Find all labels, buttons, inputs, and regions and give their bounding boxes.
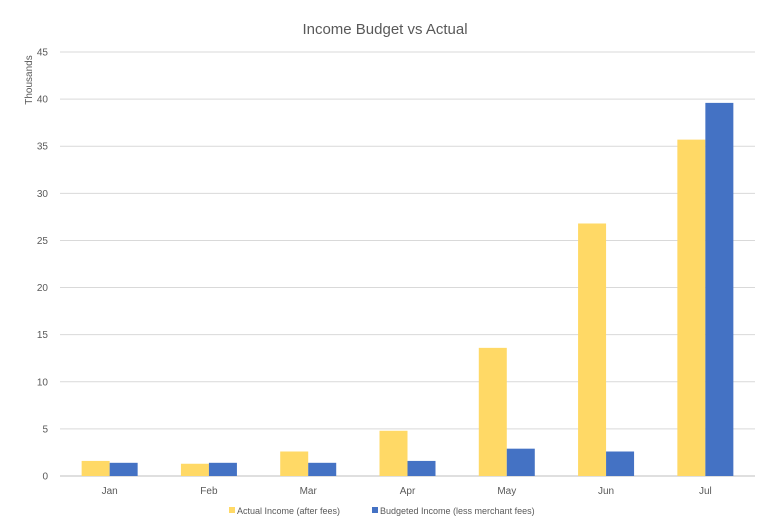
x-tick-label: May [497,486,516,497]
y-tick-label: 35 [37,142,49,153]
y-tick-label: 45 [37,48,49,59]
bar-actual [379,430,408,476]
y-tick-labels: 0 5 10 15 20 25 30 35 40 45 [37,48,49,483]
x-tick-label: Feb [200,486,218,497]
gridlines [60,51,755,477]
y-tick-label: 25 [37,236,49,247]
y-tick-label: 10 [37,377,49,388]
legend-swatch [229,507,235,513]
x-tick-label: Jun [598,486,614,497]
legend: Actual Income (after fees) Budgeted Incom… [229,506,535,516]
bar-budgeted [308,462,337,476]
bar-budgeted [109,462,138,476]
y-tick-label: 5 [42,424,48,435]
y-tick-label: 30 [37,189,49,200]
x-tick-labels: Jan Feb Mar Apr May Jun Jul [102,486,712,497]
bar-budgeted [208,462,237,476]
legend-label: Budgeted Income (less merchant fees) [380,506,535,516]
bar-budgeted [506,448,535,476]
bar-actual [280,451,309,476]
y-tick-label: 20 [37,283,49,294]
chart-title: Income Budget vs Actual [302,21,467,38]
bar-budgeted [407,460,436,476]
legend-swatch [372,507,378,513]
x-tick-label: Jan [102,486,118,497]
y-tick-label: 40 [37,95,49,106]
bar-series [81,102,734,477]
bar-actual [578,223,607,476]
bar-budgeted [606,451,635,476]
y-tick-label: 15 [37,330,49,341]
bar-actual [677,139,706,477]
bar-actual [478,347,507,476]
bar-actual [81,460,110,476]
y-tick-label: 0 [42,472,48,483]
bar-actual [180,463,209,476]
x-tick-label: Mar [300,486,318,497]
x-tick-label: Apr [400,486,416,497]
x-tick-label: Jul [699,486,712,497]
legend-label: Actual Income (after fees) [237,506,340,516]
bar-budgeted [705,102,734,476]
y-axis-title: Thousands [24,55,35,104]
